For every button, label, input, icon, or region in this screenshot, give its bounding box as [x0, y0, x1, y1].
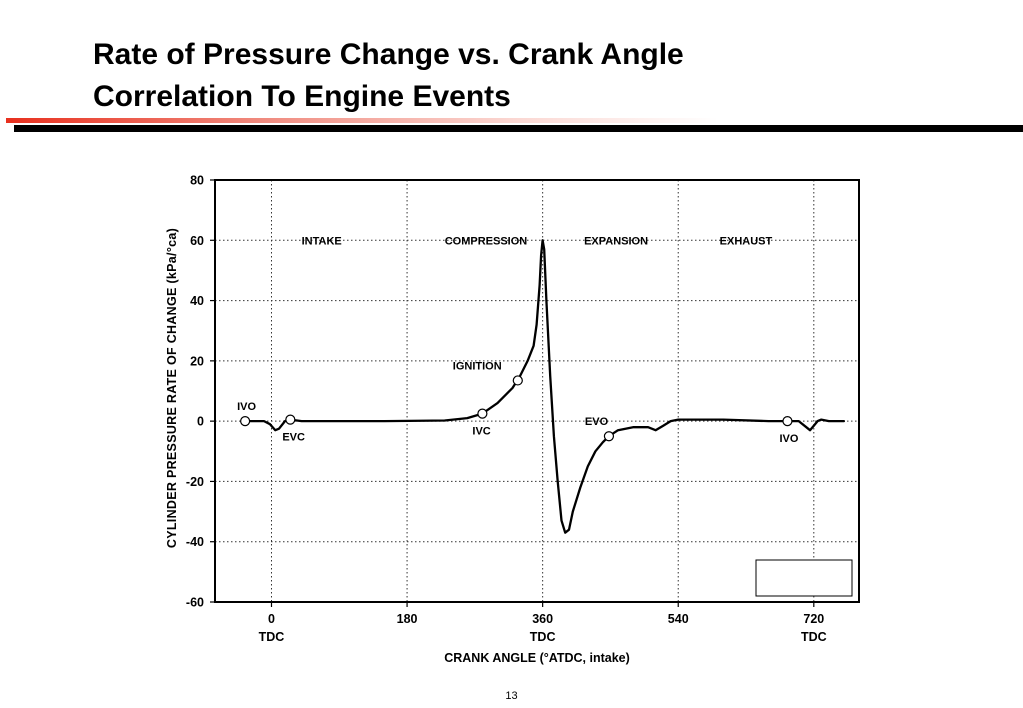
x-tick-sublabel: TDC	[530, 630, 556, 644]
event-label: EVC	[282, 432, 305, 444]
title-divider-rule	[14, 125, 1023, 132]
event-marker	[477, 408, 488, 419]
x-tick-sublabel: TDC	[259, 630, 285, 644]
axis-ticks: 80 60 40 20 0 -20 -40 -60 0 TDC 180 360 TDC 540 720 TDC	[186, 174, 827, 645]
event-marker	[240, 416, 251, 427]
y-tick-label: -60	[186, 596, 204, 610]
event-label: IVO	[779, 433, 798, 445]
x-tick-sublabel: TDC	[801, 630, 827, 644]
y-axis-label: CYLINDER PRESSURE RATE OF CHANGE (kPa/°c…	[165, 228, 179, 548]
page-number: 13	[505, 690, 518, 702]
y-tick-label: -40	[186, 535, 204, 549]
event-label: IGNITION	[453, 360, 502, 372]
event-marker	[603, 431, 615, 442]
x-tick-label: 180	[397, 612, 418, 626]
phase-labels: INTAKE COMPRESSION EXPANSION EXHAUST	[302, 235, 773, 247]
phase-label: EXHAUST	[720, 235, 773, 247]
event-label: IVC	[472, 426, 490, 438]
y-tick-label: 80	[190, 174, 204, 188]
y-tick-label: 60	[190, 234, 204, 248]
x-tick-label: 540	[668, 612, 689, 626]
x-tick-label: 720	[803, 612, 824, 626]
series-layer	[240, 239, 846, 534]
event-marker	[285, 414, 296, 425]
phase-label: INTAKE	[302, 235, 342, 247]
x-tick-label: 360	[532, 612, 553, 626]
slide-title: Rate of Pressure Change vs. Crank Angle …	[93, 34, 684, 118]
y-tick-label: -20	[186, 475, 204, 489]
series-line	[240, 239, 846, 534]
engine-events: IVO EVC IVC IGNITION EVO IVO	[237, 360, 799, 445]
y-tick-label: 20	[190, 354, 204, 368]
legend-box	[755, 559, 853, 597]
slide-title-line-1: Rate of Pressure Change vs. Crank Angle	[93, 38, 684, 71]
event-label: EVO	[585, 416, 609, 428]
x-tick-label: 0	[268, 612, 275, 626]
event-label: IVO	[237, 401, 256, 413]
phase-label: COMPRESSION	[445, 235, 528, 247]
slide-title-line-2: Correlation To Engine Events	[93, 80, 511, 113]
y-tick-label: 0	[197, 415, 204, 429]
event-marker	[782, 416, 793, 427]
x-axis-label: CRANK ANGLE (°ATDC, intake)	[444, 651, 630, 665]
event-marker	[512, 375, 523, 386]
title-accent-rule	[6, 118, 1023, 123]
phase-label: EXPANSION	[584, 235, 648, 247]
y-tick-label: 40	[190, 294, 204, 308]
plot-frame	[214, 179, 860, 603]
